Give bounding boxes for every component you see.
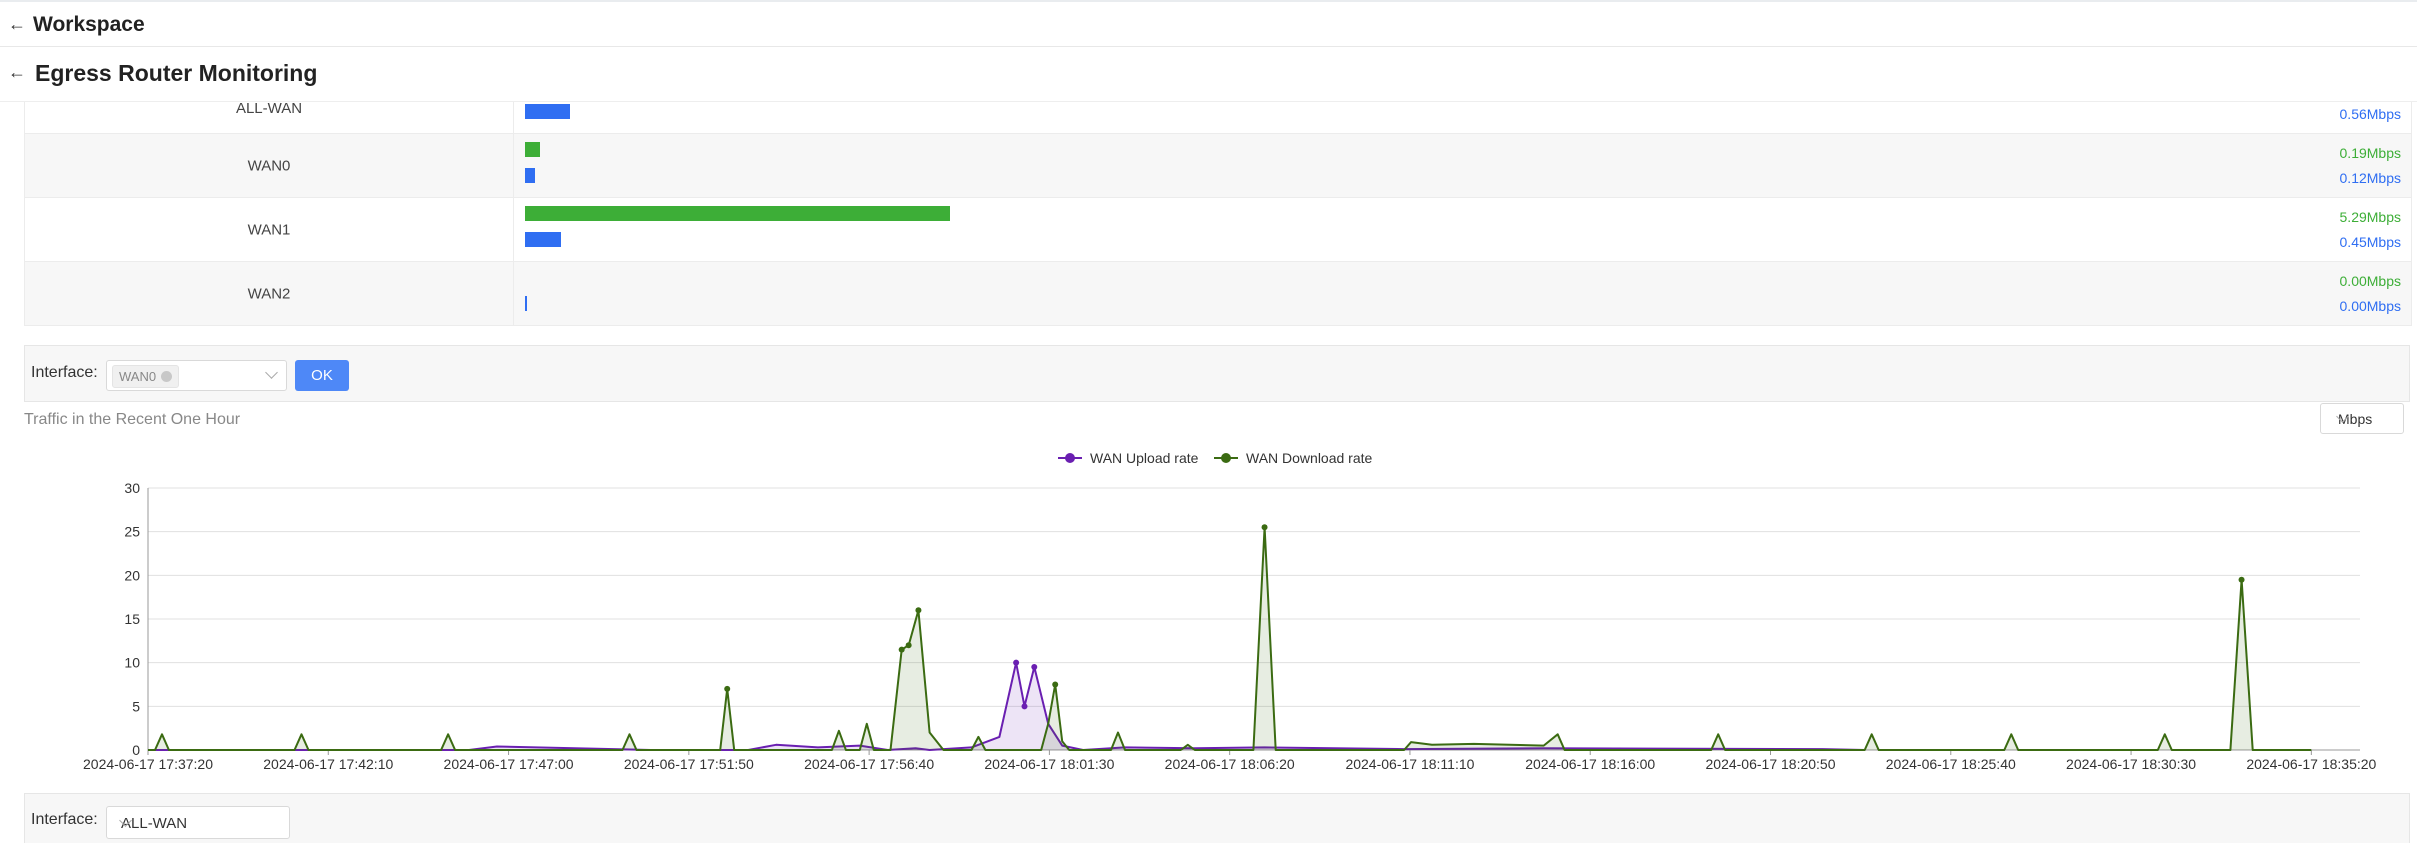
download-rate-text: 0.12Mbps: [2339, 170, 2401, 186]
upload-rate-text: 0.19Mbps: [2339, 145, 2401, 161]
y-tick-label: 25: [124, 524, 140, 540]
y-tick-label: 30: [124, 480, 140, 496]
series-area: [148, 527, 2312, 750]
x-tick-label: 2024-06-17 17:42:10: [263, 756, 393, 772]
x-tick-label: 2024-06-17 18:06:20: [1165, 756, 1295, 772]
download-rate-bar: [525, 296, 527, 311]
interface-select-2[interactable]: ALL-WAN: [106, 806, 290, 839]
y-tick-label: 10: [124, 655, 140, 671]
y-tick-label: 20: [124, 567, 140, 583]
series-peak-point: [1021, 703, 1028, 710]
x-tick-label: 2024-06-17 18:35:20: [2246, 756, 2376, 772]
upload-rate-bar: [525, 206, 950, 221]
interface-filter-bar-2: Interface: ALL-WAN: [24, 793, 2410, 843]
upload-rate-bar: [525, 142, 540, 157]
interface-name: WAN1: [247, 221, 291, 238]
interface-name: ALL-WAN: [235, 100, 303, 117]
back-arrow-icon[interactable]: ←: [8, 62, 26, 82]
page-header: ← Egress Router Monitoring: [0, 47, 2417, 102]
interface-filter-bar: Interface: WAN0 OK: [24, 345, 2410, 402]
selected-interface-tag: WAN0: [112, 365, 180, 388]
series-peak-point: [898, 646, 905, 653]
interface-label: Interface:: [31, 811, 98, 828]
interface-rate-table: ALL-WAN 0.56Mbps WAN0 0.19Mbps 0.12Mbps …: [24, 100, 2412, 326]
series-peak-point: [1052, 681, 1059, 688]
x-tick-label: 2024-06-17 18:20:50: [1706, 756, 1836, 772]
x-tick-label: 2024-06-17 17:47:00: [444, 756, 574, 772]
download-rate-text: 0.00Mbps: [2339, 298, 2401, 314]
legend-marker: [1065, 453, 1075, 463]
download-rate-text: 0.45Mbps: [2339, 234, 2401, 250]
download-rate-bar: [525, 232, 561, 247]
x-tick-label: 2024-06-17 17:56:40: [804, 756, 934, 772]
traffic-line-chart: 0 5 10 15 20 25 30 2024-06-17 17:37:20 2024-06-1…: [83, 450, 2377, 772]
series-peak-point: [915, 607, 922, 614]
series-peak-point: [724, 685, 731, 692]
table-row: WAN2 0.00Mbps 0.00Mbps: [25, 262, 2411, 326]
x-tick-label: 2024-06-17 18:25:40: [1886, 756, 2016, 772]
table-row: WAN0 0.19Mbps 0.12Mbps: [25, 134, 2411, 198]
ok-button[interactable]: OK: [295, 360, 349, 391]
unit-select[interactable]: Mbps: [2320, 403, 2404, 434]
x-tick-label: 2024-06-17 17:51:50: [624, 756, 754, 772]
series-peak-point: [1261, 524, 1268, 531]
chart-title: Traffic in the Recent One Hour: [24, 411, 241, 428]
interface-name: WAN2: [247, 285, 291, 302]
x-tick-label: 2024-06-17 17:37:20: [83, 756, 213, 772]
interface-label: Interface:: [31, 364, 98, 381]
series-peak-point: [1013, 659, 1020, 666]
table-row: ALL-WAN 0.56Mbps: [25, 100, 2411, 134]
interface-name: WAN0: [247, 157, 291, 174]
series-peak-point: [2238, 576, 2245, 583]
legend-label: WAN Upload rate: [1090, 450, 1199, 466]
table-row: WAN1 5.29Mbps 0.45Mbps: [25, 198, 2411, 262]
y-tick-label: 15: [124, 611, 140, 627]
download-rate-bar: [525, 104, 570, 119]
series-peak-point: [1031, 664, 1038, 671]
upload-rate-text: 5.29Mbps: [2339, 209, 2401, 225]
clear-tag-icon[interactable]: [161, 371, 173, 382]
y-tick-label: 5: [132, 698, 140, 714]
back-arrow-icon[interactable]: ←: [8, 14, 26, 34]
legend-label: WAN Download rate: [1246, 450, 1373, 466]
series-peak-point: [905, 642, 912, 649]
download-rate-bar: [525, 168, 535, 183]
legend-marker: [1221, 453, 1231, 463]
workspace-header: ← Workspace: [0, 0, 2417, 47]
x-tick-label: 2024-06-17 18:16:00: [1525, 756, 1655, 772]
series-line: [148, 526, 2312, 751]
x-tick-label: 2024-06-17 18:11:10: [1345, 756, 1474, 772]
page-title: Egress Router Monitoring: [35, 60, 318, 86]
x-tick-label: 2024-06-17 18:30:30: [2066, 756, 2196, 772]
workspace-title: Workspace: [33, 13, 145, 36]
x-tick-label: 2024-06-17 18:01:30: [984, 756, 1114, 772]
download-rate-text: 0.56Mbps: [2339, 106, 2401, 122]
upload-rate-text: 0.00Mbps: [2339, 273, 2401, 289]
y-tick-label: 0: [132, 742, 140, 758]
interface-select[interactable]: WAN0: [106, 360, 287, 391]
chevron-down-icon: [265, 366, 278, 379]
